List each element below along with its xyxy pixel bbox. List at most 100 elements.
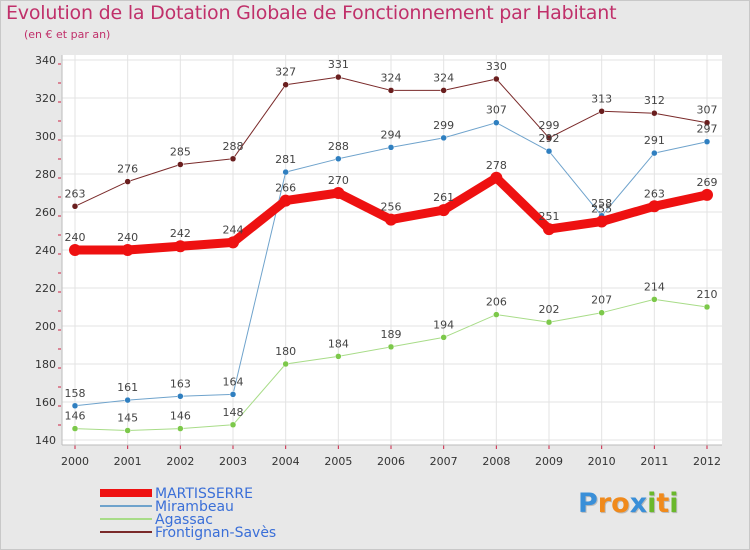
data-point-mirambeau bbox=[335, 155, 342, 163]
data-point-frontignan-sav-s bbox=[493, 75, 500, 83]
data-label-frontignan-sav-s: 331 bbox=[328, 58, 349, 71]
data-point-martisserre bbox=[701, 188, 714, 201]
data-label-agassac: 207 bbox=[591, 294, 612, 307]
data-label-agassac: 189 bbox=[381, 328, 402, 341]
data-label-mirambeau: 299 bbox=[433, 119, 454, 132]
data-point-agassac bbox=[71, 425, 79, 432]
data-point-mirambeau bbox=[651, 149, 658, 157]
data-point-martisserre bbox=[595, 215, 608, 228]
data-label-mirambeau: 161 bbox=[117, 381, 138, 394]
data-point-agassac bbox=[651, 296, 658, 303]
data-point-agassac bbox=[335, 353, 342, 360]
data-label-frontignan-sav-s: 299 bbox=[539, 119, 560, 132]
data-point-frontignan-sav-s bbox=[177, 161, 184, 168]
data-label-mirambeau: 281 bbox=[275, 153, 296, 166]
x-tick-label: 2006 bbox=[377, 455, 405, 468]
data-label-frontignan-sav-s: 312 bbox=[644, 94, 665, 107]
x-tick-label: 2002 bbox=[166, 455, 194, 468]
data-label-mirambeau: 288 bbox=[328, 140, 349, 153]
legend-label-agassac: Agassac bbox=[155, 512, 213, 528]
legend-label-martisserre: MARTISSERRE bbox=[155, 486, 253, 502]
data-point-agassac bbox=[387, 343, 395, 351]
data-point-frontignan-sav-s bbox=[335, 73, 342, 81]
x-tick-label: 2001 bbox=[114, 455, 142, 468]
x-tick-label: 2007 bbox=[430, 455, 458, 468]
legend-label-mirambeau: Mirambeau bbox=[155, 499, 234, 515]
data-label-agassac: 148 bbox=[223, 406, 244, 419]
x-tick-label: 2003 bbox=[219, 455, 247, 468]
x-tick-label: 2000 bbox=[61, 455, 89, 468]
data-label-agassac: 206 bbox=[486, 296, 507, 309]
logo-letter: x bbox=[629, 488, 648, 519]
data-point-frontignan-sav-s bbox=[598, 108, 605, 115]
data-point-martisserre bbox=[543, 223, 556, 236]
data-label-agassac: 146 bbox=[170, 410, 191, 423]
data-point-frontignan-sav-s bbox=[71, 203, 79, 210]
y-tick-label: 260 bbox=[35, 206, 56, 219]
data-label-martisserre: 240 bbox=[117, 231, 138, 244]
data-point-agassac bbox=[545, 318, 553, 326]
data-label-mirambeau: 164 bbox=[223, 375, 244, 388]
data-point-martisserre bbox=[121, 244, 134, 256]
data-label-martisserre: 278 bbox=[486, 159, 507, 172]
data-point-frontignan-sav-s bbox=[282, 81, 289, 88]
data-point-martisserre bbox=[332, 187, 345, 199]
data-point-frontignan-sav-s bbox=[703, 119, 711, 126]
data-point-agassac bbox=[124, 427, 131, 434]
x-tick-label: 2010 bbox=[588, 455, 616, 468]
y-tick-label: 200 bbox=[35, 320, 56, 333]
data-label-martisserre: 263 bbox=[644, 187, 665, 200]
data-point-frontignan-sav-s bbox=[387, 87, 395, 94]
data-label-agassac: 146 bbox=[65, 410, 86, 423]
data-label-martisserre: 240 bbox=[65, 231, 86, 244]
data-label-frontignan-sav-s: 330 bbox=[486, 60, 507, 73]
chart-title: Evolution de la Dotation Globale de Fonc… bbox=[6, 2, 617, 24]
data-point-martisserre bbox=[385, 213, 398, 226]
data-label-frontignan-sav-s: 327 bbox=[275, 66, 296, 79]
data-label-martisserre: 255 bbox=[591, 203, 612, 216]
data-point-frontignan-sav-s bbox=[545, 134, 553, 142]
logo-letter: i bbox=[647, 488, 657, 519]
data-point-martisserre bbox=[490, 171, 503, 184]
proxiti-logo: Proxiti bbox=[578, 488, 679, 519]
data-point-agassac bbox=[493, 311, 500, 318]
data-label-mirambeau: 294 bbox=[381, 128, 402, 141]
data-point-agassac bbox=[282, 360, 289, 368]
y-tick-label: 280 bbox=[35, 168, 56, 181]
data-label-mirambeau: 158 bbox=[65, 387, 86, 400]
data-point-agassac bbox=[229, 421, 237, 429]
y-tick-label: 340 bbox=[35, 54, 56, 67]
data-point-mirambeau bbox=[282, 168, 289, 176]
data-label-agassac: 184 bbox=[328, 337, 349, 350]
data-label-martisserre: 251 bbox=[539, 210, 560, 223]
data-point-mirambeau bbox=[229, 391, 237, 398]
data-label-martisserre: 244 bbox=[223, 223, 244, 236]
data-label-martisserre: 261 bbox=[433, 191, 454, 204]
data-label-martisserre: 269 bbox=[697, 176, 718, 189]
data-point-mirambeau bbox=[493, 119, 500, 126]
data-label-mirambeau: 307 bbox=[486, 104, 507, 117]
data-point-agassac bbox=[598, 309, 605, 316]
data-label-mirambeau: 292 bbox=[539, 132, 560, 145]
data-point-mirambeau bbox=[703, 138, 711, 145]
data-point-frontignan-sav-s bbox=[440, 87, 447, 94]
logo-letter: P bbox=[578, 488, 598, 519]
y-tick-label: 240 bbox=[35, 244, 56, 257]
data-label-agassac: 210 bbox=[697, 288, 718, 301]
data-label-agassac: 202 bbox=[539, 303, 560, 316]
data-point-mirambeau bbox=[545, 147, 553, 155]
data-point-mirambeau bbox=[177, 393, 184, 400]
data-label-martisserre: 242 bbox=[170, 227, 191, 240]
x-tick-label: 2008 bbox=[482, 455, 510, 468]
data-label-martisserre: 256 bbox=[381, 201, 402, 214]
logo-letter: o bbox=[611, 488, 630, 519]
x-tick-label: 2004 bbox=[272, 455, 300, 468]
data-label-frontignan-sav-s: 263 bbox=[65, 187, 86, 200]
data-point-martisserre bbox=[648, 200, 661, 213]
y-tick-label: 160 bbox=[35, 396, 56, 409]
data-label-frontignan-sav-s: 313 bbox=[591, 92, 612, 105]
y-tick-label: 320 bbox=[35, 92, 56, 105]
data-label-martisserre: 270 bbox=[328, 174, 349, 187]
data-label-mirambeau: 291 bbox=[644, 134, 665, 147]
data-label-frontignan-sav-s: 324 bbox=[433, 71, 454, 84]
